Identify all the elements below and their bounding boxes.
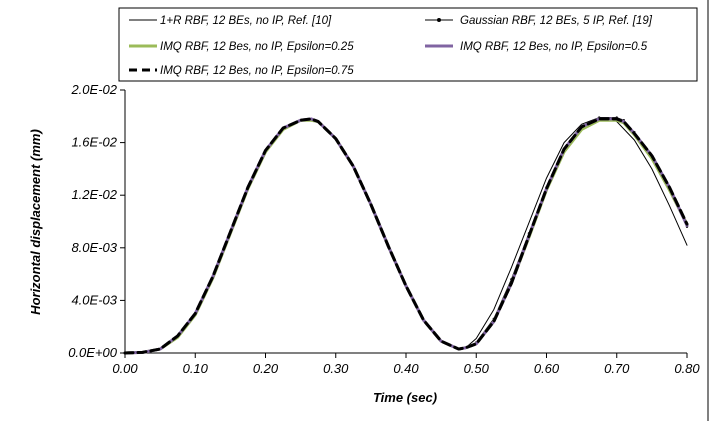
legend-entry-3: IMQ RBF, 12 Bes, no IP, Epsilon=0.25 (129, 41, 354, 53)
y-tick-label: 1.6E-02 (71, 135, 117, 150)
x-tick-label: 0.00 (112, 361, 138, 376)
legend-box (118, 7, 698, 82)
x-axis-title: Time (sec) (373, 390, 437, 405)
x-tick-label: 0.40 (393, 361, 419, 376)
x-tick-label: 0.70 (604, 361, 630, 376)
x-tick-label: 0.50 (464, 361, 490, 376)
legend-marker-series-2 (437, 18, 441, 22)
legend-entry-1: 1+R RBF, 12 BEs, no IP, Ref. [10] (129, 15, 332, 27)
y-tick-label: 8.0E-03 (71, 240, 117, 255)
legend-label-series-1: 1+R RBF, 12 BEs, no IP, Ref. [10] (160, 15, 332, 27)
y-tick-label: 0.0E+00 (68, 345, 118, 360)
legend: 1+R RBF, 12 BEs, no IP, Ref. [10] Gaussi… (118, 7, 698, 82)
legend-entry-5: IMQ RBF, 12 Bes, no IP, Epsilon=0.75 (129, 65, 354, 77)
x-tick-label: 0.30 (323, 361, 349, 376)
series-line-5 (123, 117, 689, 355)
y-tick-label: 1.2E-02 (71, 187, 117, 202)
series-line-2 (124, 117, 688, 354)
series-line-4 (123, 117, 689, 355)
y-tick-label: 4.0E-03 (71, 292, 117, 307)
series-line-3 (123, 118, 689, 355)
x-tick-label: 0.60 (534, 361, 560, 376)
x-tick-label: 0.80 (674, 361, 700, 376)
legend-label-series-5: IMQ RBF, 12 Bes, no IP, Epsilon=0.75 (160, 65, 354, 77)
series-line-1 (124, 117, 688, 354)
y-tick-label: 2.0E-02 (70, 82, 117, 97)
plot-area: 0.00 0.10 0.20 0.30 0.40 0.50 0.60 0.70 0.80 0.0E… (68, 82, 700, 376)
legend-label-series-4: IMQ RBF, 12 Bes, no IP, Epsilon=0.5 (460, 41, 648, 53)
legend-entry-4: IMQ RBF, 12 Bes, no IP, Epsilon=0.5 (425, 41, 648, 53)
y-axis-title: Horizontal displacement (mm) (28, 129, 43, 315)
legend-label-series-3: IMQ RBF, 12 Bes, no IP, Epsilon=0.25 (160, 41, 354, 53)
x-tick-label: 0.10 (183, 361, 209, 376)
legend-label-series-2: Gaussian RBF, 12 BEs, 5 IP, Ref. [19] (460, 15, 653, 27)
x-tick-label: 0.20 (253, 361, 279, 376)
legend-entry-2: Gaussian RBF, 12 BEs, 5 IP, Ref. [19] (425, 15, 653, 27)
